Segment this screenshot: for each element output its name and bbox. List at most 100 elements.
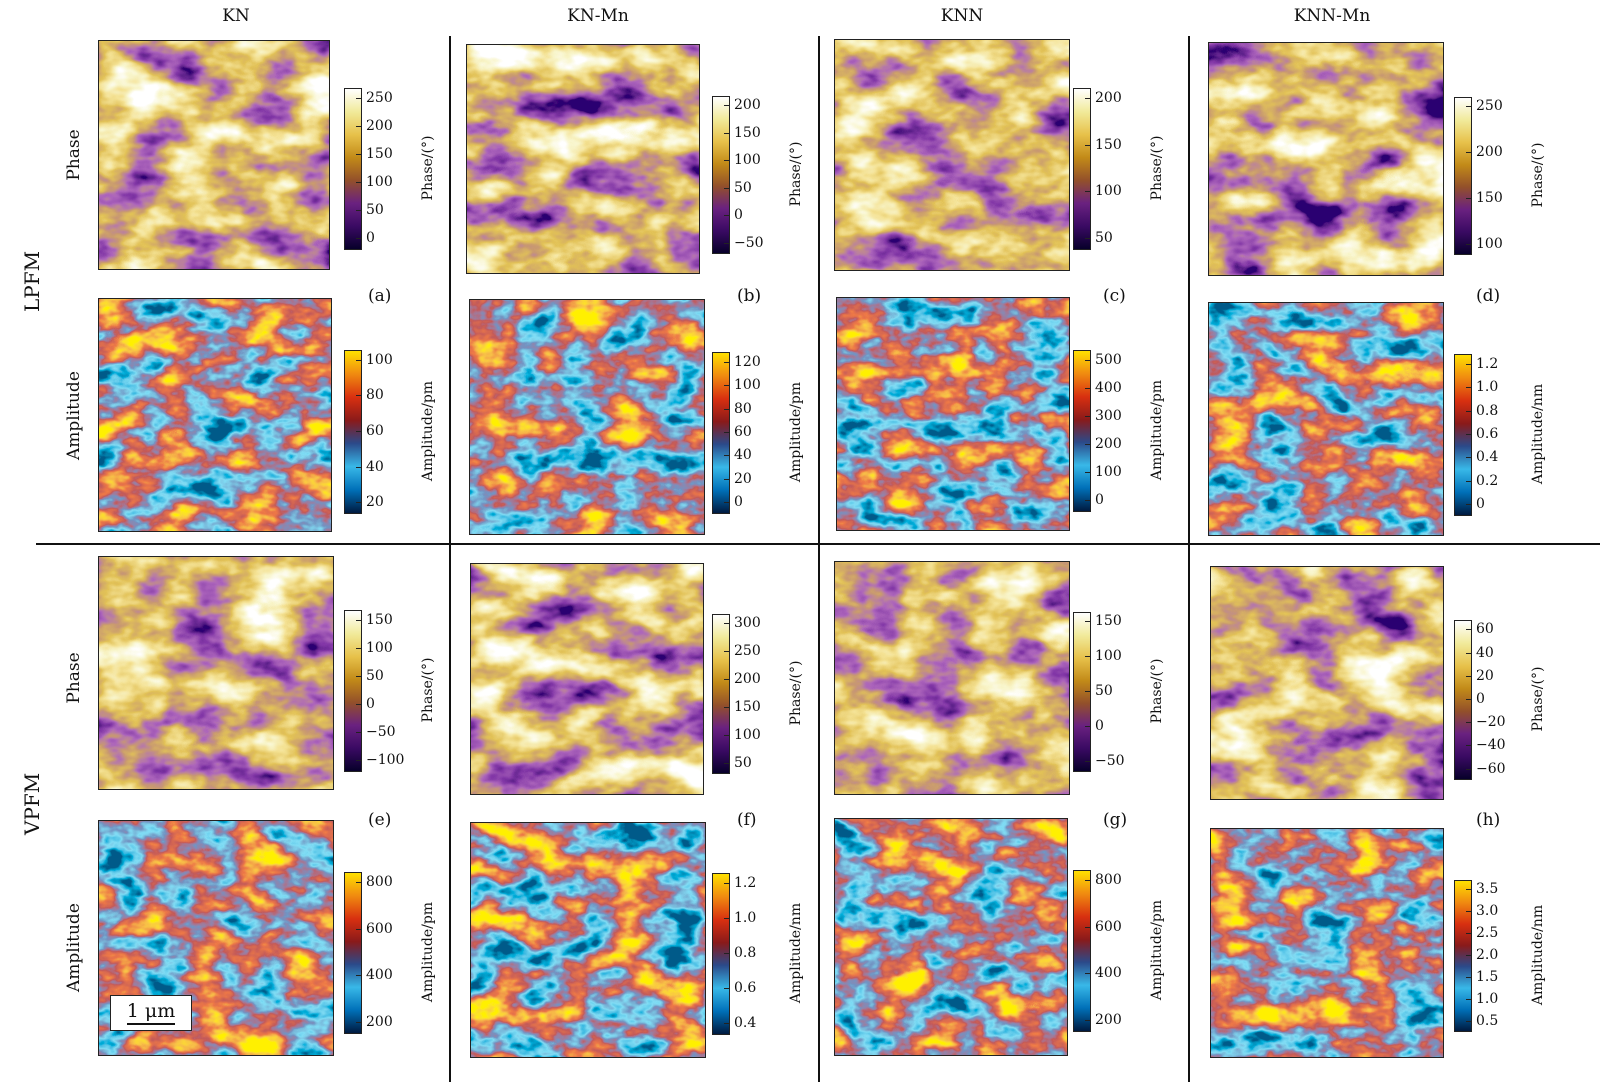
map-d-phase xyxy=(1208,42,1444,276)
colorbar-tickmark xyxy=(724,706,729,708)
colorbar-tick-label: 50 xyxy=(734,754,752,771)
colorbar-tick-label: 200 xyxy=(734,97,761,114)
map-h-phase xyxy=(1210,566,1444,800)
map-texture xyxy=(470,300,704,534)
colorbar-tick-label: 100 xyxy=(366,351,393,368)
colorbar-tick-label: 100 xyxy=(1476,235,1503,252)
colorbar-tick-label: 60 xyxy=(734,424,752,440)
colorbar-tick-label: 800 xyxy=(366,873,393,890)
colorbar-tickmark xyxy=(724,988,729,990)
colorbar-tick-label: 0.8 xyxy=(734,945,757,961)
colorbar-tick-label: 0 xyxy=(366,230,375,247)
colorbar-tick-label: 60 xyxy=(366,423,384,439)
colorbar-tick-label: 250 xyxy=(366,89,393,106)
row-label-phase-lpfm: Phase xyxy=(64,129,84,181)
colorbar-tickmark xyxy=(724,160,729,162)
scale-bar-line xyxy=(127,1023,175,1025)
colorbar-tickmark xyxy=(1466,434,1471,435)
colorbar-tickmark xyxy=(1466,106,1471,108)
colorbar-tick-label: −20 xyxy=(1476,714,1506,731)
colorbar-tick-label: 0 xyxy=(1095,492,1104,509)
map-c-amplitude xyxy=(836,297,1070,531)
colorbar-tickmark xyxy=(1466,933,1471,934)
colorbar-tick-label: 0.4 xyxy=(734,1015,757,1032)
map-b-phase xyxy=(466,44,700,274)
panel-letter-b: (b) xyxy=(737,286,762,306)
map-e-phase xyxy=(98,556,334,790)
colorbar-tickmark xyxy=(724,502,729,504)
colorbar-title: Amplitude/pm xyxy=(420,901,436,1003)
scale-bar-label: 1 μm xyxy=(126,1000,176,1022)
colorbar-title: Phase/(°) xyxy=(420,135,436,201)
map-f-amplitude xyxy=(470,822,706,1058)
colorbar-tick-label: 150 xyxy=(734,124,761,141)
colorbar-tick-label: 300 xyxy=(734,615,761,632)
colorbar-tick-label: 400 xyxy=(366,967,393,984)
colorbar-tickmark xyxy=(724,242,729,244)
colorbar-tick-label: 20 xyxy=(366,494,384,511)
row-label-amplitude-vpfm: Amplitude xyxy=(64,903,84,992)
colorbar-tickmark xyxy=(1466,675,1471,677)
colorbar-tickmark xyxy=(1085,472,1090,474)
colorbar-tick-label: 80 xyxy=(734,400,752,417)
map-texture xyxy=(837,298,1069,530)
colorbar-tick-label: 0.2 xyxy=(1476,472,1499,489)
colorbar-tick-label: 250 xyxy=(734,643,761,660)
panel-letter-e: (e) xyxy=(368,810,392,830)
colorbar-tick-label: 40 xyxy=(1476,644,1494,661)
colorbar-tickmark xyxy=(1466,911,1471,912)
colorbar-tickmark xyxy=(356,97,361,99)
colorbar-tickmark xyxy=(356,619,361,621)
colorbar-title: Phase/(°) xyxy=(1530,142,1546,208)
colorbar-tick-label: 150 xyxy=(734,698,761,715)
colorbar-gradient xyxy=(1454,880,1472,1032)
colorbar-tickmark xyxy=(356,760,361,762)
colorbar-gradient xyxy=(712,352,730,514)
map-texture xyxy=(835,40,1069,270)
colorbar-gradient xyxy=(344,872,362,1034)
colorbar-tick-label: 150 xyxy=(366,145,393,162)
colorbar-gradient xyxy=(1454,97,1472,255)
colorbar-tickmark xyxy=(1085,656,1090,658)
colorbar-tick-label: 50 xyxy=(1095,683,1113,699)
colorbar-tickmark xyxy=(1085,359,1090,361)
colorbar-tickmark xyxy=(1085,760,1090,762)
colorbar-tick-label: 0.5 xyxy=(1476,1013,1499,1029)
colorbar-tick-label: 150 xyxy=(1476,189,1503,206)
map-texture xyxy=(467,45,699,273)
colorbar-tick-label: 600 xyxy=(366,920,393,937)
colorbar-tickmark xyxy=(356,647,361,649)
colorbar-tick-label: 40 xyxy=(366,458,384,475)
colorbar-tickmark xyxy=(724,187,729,189)
colorbar-tickmark xyxy=(356,359,361,361)
colorbar-tick-label: −50 xyxy=(366,724,396,741)
colorbar-tick-label: 0 xyxy=(1476,496,1485,513)
colorbar-tick-label: 200 xyxy=(1095,89,1122,106)
colorbar-tick-label: 200 xyxy=(1476,144,1503,161)
colorbar-gradient xyxy=(344,610,362,772)
colorbar-tickmark xyxy=(356,395,361,397)
colorbar-tickmark xyxy=(1466,243,1471,245)
column-title-kn: KN xyxy=(222,6,250,26)
colorbar-tick-label: 3.5 xyxy=(1476,881,1499,897)
colorbar-title: Phase/(°) xyxy=(788,660,804,726)
panel-letter-h: (h) xyxy=(1476,810,1501,830)
colorbar-tickmark xyxy=(1466,1021,1471,1022)
colorbar-tickmark xyxy=(724,882,729,884)
colorbar-tickmark xyxy=(1085,973,1090,975)
colorbar-tick-label: 1.0 xyxy=(1476,991,1499,1007)
colorbar-tick-label: 2.5 xyxy=(1476,925,1499,941)
colorbar-tick-label: 0 xyxy=(366,696,375,713)
colorbar-tickmark xyxy=(356,502,361,504)
colorbar-tickmark xyxy=(724,385,729,387)
colorbar-tick-label: 50 xyxy=(366,202,384,219)
colorbar-tickmark xyxy=(1085,926,1090,928)
colorbar-tick-label: 0.4 xyxy=(1476,449,1499,466)
colorbar-tickmark xyxy=(1085,691,1090,692)
colorbar-tickmark xyxy=(1085,879,1090,881)
panel-letter-a: (a) xyxy=(368,286,392,306)
map-texture xyxy=(99,557,333,789)
colorbar-tickmark xyxy=(1466,977,1471,978)
colorbar-tick-label: 0 xyxy=(1095,717,1104,734)
colorbar-gradient xyxy=(1454,620,1472,780)
